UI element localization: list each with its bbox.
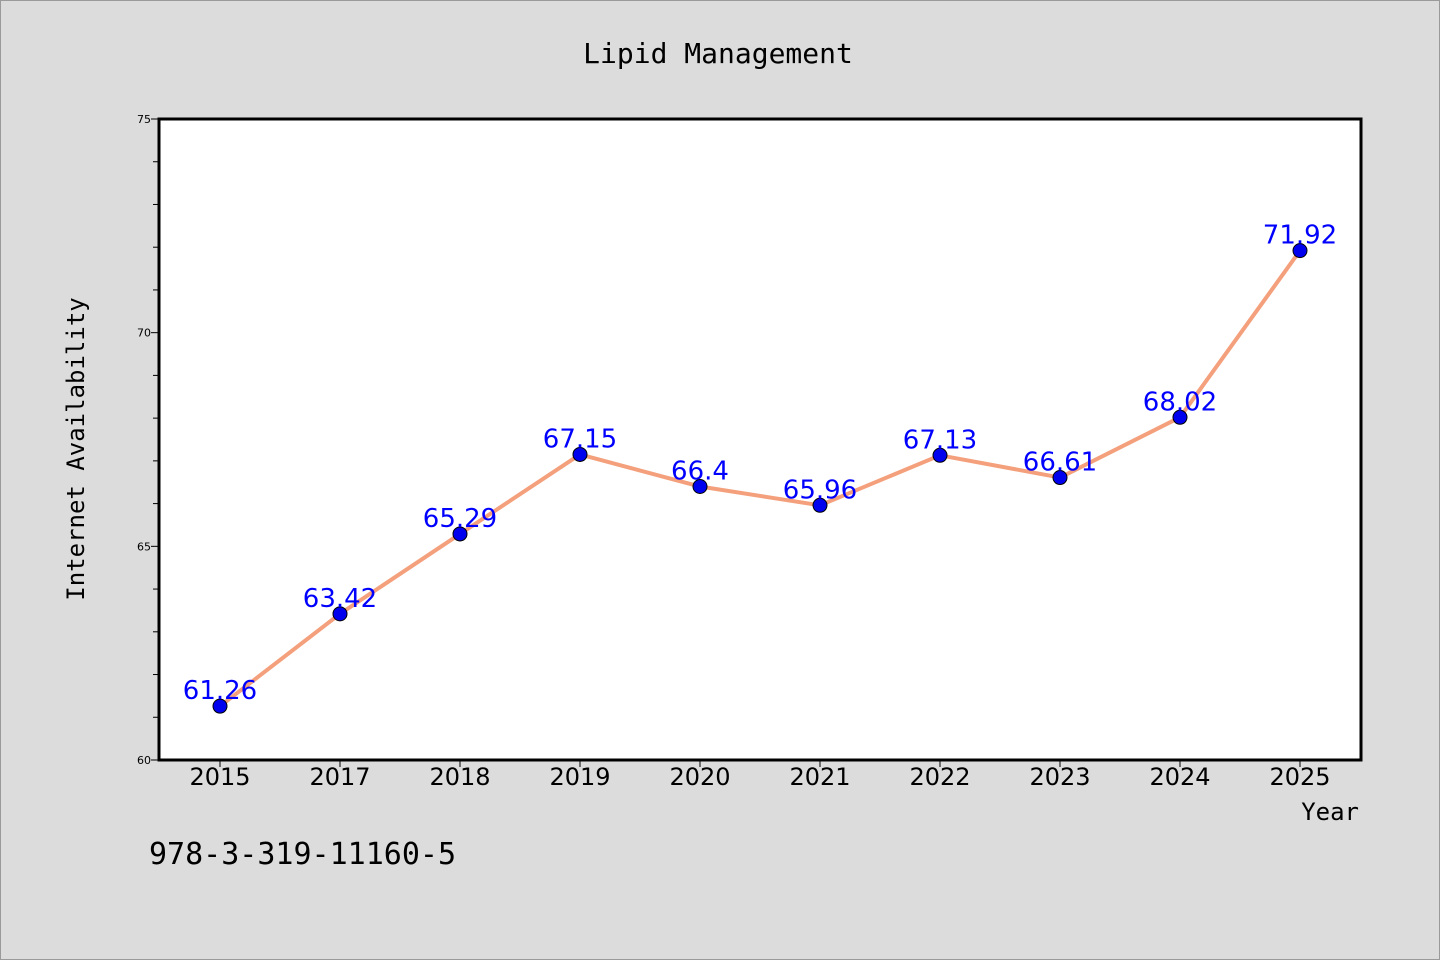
x-tick-label: 2025 — [1269, 763, 1330, 791]
x-axis: 2015 2017 2018 2019 2020 2021 2022 2023 2024 2025 — [189, 760, 1331, 791]
data-point — [692, 479, 708, 495]
data-label: 65.29 — [423, 504, 497, 534]
chart-title: Lipid Management — [583, 37, 853, 70]
x-tick-label: 2022 — [909, 763, 970, 791]
x-tick-label: 2021 — [789, 763, 850, 791]
x-tick-label: 2024 — [1149, 763, 1210, 791]
data-label: 67.15 — [543, 424, 617, 454]
data-point — [332, 606, 348, 622]
data-label: 65.96 — [783, 475, 857, 505]
data-point — [212, 698, 228, 714]
y-axis-label: Internet Availability — [62, 297, 90, 600]
data-point — [452, 526, 468, 542]
y-tick-label: 65 — [137, 540, 151, 553]
x-tick-label: 2020 — [669, 763, 730, 791]
series-line — [218, 248, 1302, 709]
x-axis-label: Year — [1301, 798, 1359, 826]
x-tick-label: 2023 — [1029, 763, 1090, 791]
y-tick-label: 60 — [137, 754, 151, 767]
data-label: 61.26 — [183, 676, 257, 706]
data-point — [1052, 470, 1068, 486]
y-tick-label: 75 — [137, 113, 151, 126]
x-tick-label: 2017 — [309, 763, 370, 791]
x-tick-label: 2018 — [429, 763, 490, 791]
data-label: 71.92 — [1263, 221, 1337, 251]
data-label: 66.61 — [1023, 448, 1097, 478]
data-label: 66.4 — [671, 457, 729, 487]
data-point — [1292, 243, 1308, 259]
y-axis: 60 65 70 75 — [137, 113, 159, 767]
footnote-isbn: 978-3-319-11160-5 — [149, 837, 456, 872]
data-point — [812, 497, 828, 513]
plot-area — [157, 117, 1363, 762]
data-label: 63.42 — [303, 584, 377, 614]
data-label: 67.13 — [903, 425, 977, 455]
x-tick-label: 2015 — [189, 763, 250, 791]
data-point — [572, 446, 588, 462]
data-label: 68.02 — [1143, 387, 1217, 417]
data-point — [1172, 409, 1188, 425]
data-point — [932, 447, 948, 463]
y-tick-label: 70 — [137, 327, 151, 340]
series-layer: 61.26 63.42 65.29 67.15 66.4 65.96 67.13 66.61 6… — [183, 221, 1337, 714]
x-tick-label: 2019 — [549, 763, 610, 791]
